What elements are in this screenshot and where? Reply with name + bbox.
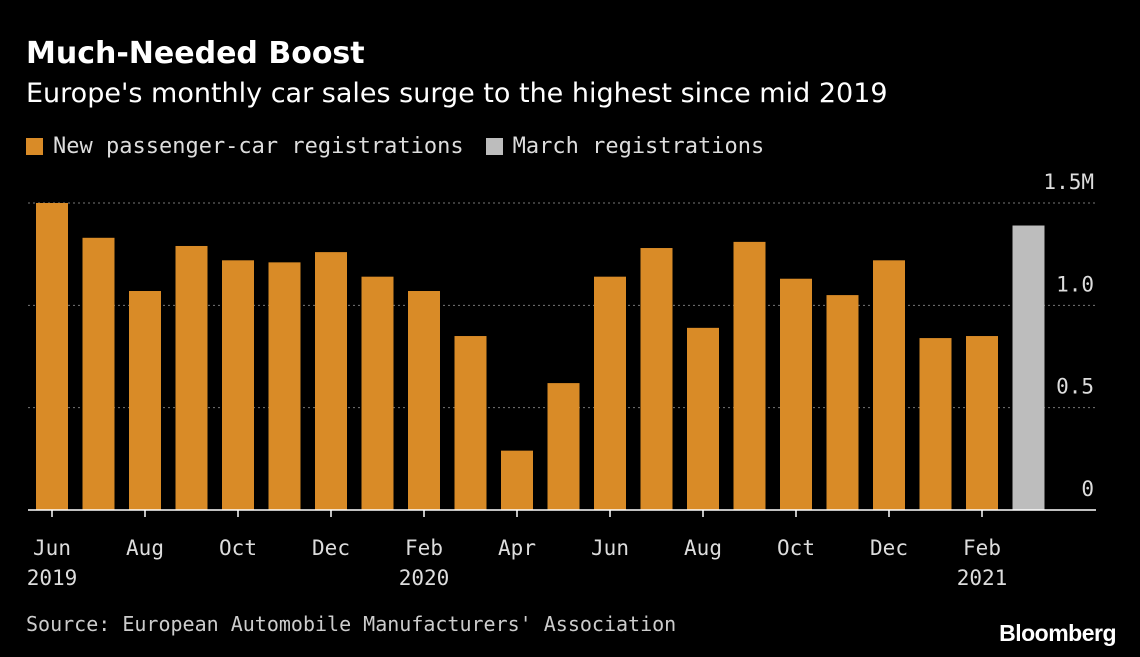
x-tick-label: Apr — [498, 536, 536, 560]
bar — [268, 262, 301, 510]
source-note: Source: European Automobile Manufacturer… — [26, 612, 677, 636]
bar — [780, 278, 812, 510]
legend-item-new-registrations: New passenger-car registrations — [26, 134, 464, 159]
y-tick-label: 0.5 — [1056, 375, 1094, 399]
bloomberg-logo: Bloomberg — [999, 620, 1116, 646]
bar — [966, 336, 998, 510]
bar — [501, 450, 533, 510]
bar — [175, 245, 208, 511]
bar — [547, 383, 580, 510]
x-tick-label: Aug — [684, 536, 722, 560]
y-tick-label: 1.0 — [1056, 272, 1094, 296]
bar — [361, 276, 394, 510]
bar — [687, 327, 719, 510]
bar — [315, 252, 347, 510]
x-tick-year-label: 2020 — [399, 566, 450, 590]
bar — [36, 203, 68, 510]
chart-title: Much-Needed Boost — [26, 36, 365, 71]
x-tick-label: Feb — [405, 536, 443, 560]
legend-swatch-orange — [26, 138, 43, 155]
x-tick-label: Feb — [963, 536, 1001, 560]
x-tick-label: Dec — [312, 536, 350, 560]
x-tick-label: Jun — [33, 536, 71, 560]
bar — [733, 241, 766, 511]
bar — [826, 295, 859, 510]
legend-item-march-registrations: March registrations — [485, 134, 765, 159]
bar — [129, 291, 161, 510]
bar — [454, 336, 487, 510]
legend-label-new-registrations: New passenger-car registrations — [53, 134, 464, 159]
bar — [1012, 225, 1045, 510]
x-tick-label: Oct — [219, 536, 257, 560]
bar — [222, 260, 254, 510]
x-tick-year-label: 2021 — [957, 566, 1008, 590]
bar — [82, 237, 115, 510]
bar — [594, 276, 626, 510]
x-tick-label: Aug — [126, 536, 164, 560]
legend: New passenger-car registrations March re… — [26, 134, 786, 159]
chart-subtitle: Europe's monthly car sales surge to the … — [26, 78, 888, 109]
legend-label-march-registrations: March registrations — [512, 134, 765, 159]
legend-swatch-gray — [485, 138, 503, 155]
bar — [873, 260, 905, 510]
x-tick-year-label: 2019 — [27, 566, 78, 590]
y-tick-label: 1.5M — [1043, 170, 1094, 194]
bar — [640, 248, 673, 510]
x-tick-label: Dec — [870, 536, 908, 560]
x-tick-label: Jun — [591, 536, 629, 560]
y-tick-label: 0 — [1081, 477, 1094, 501]
x-tick-label: Oct — [777, 536, 815, 560]
bar — [919, 338, 952, 510]
bar — [408, 291, 440, 510]
